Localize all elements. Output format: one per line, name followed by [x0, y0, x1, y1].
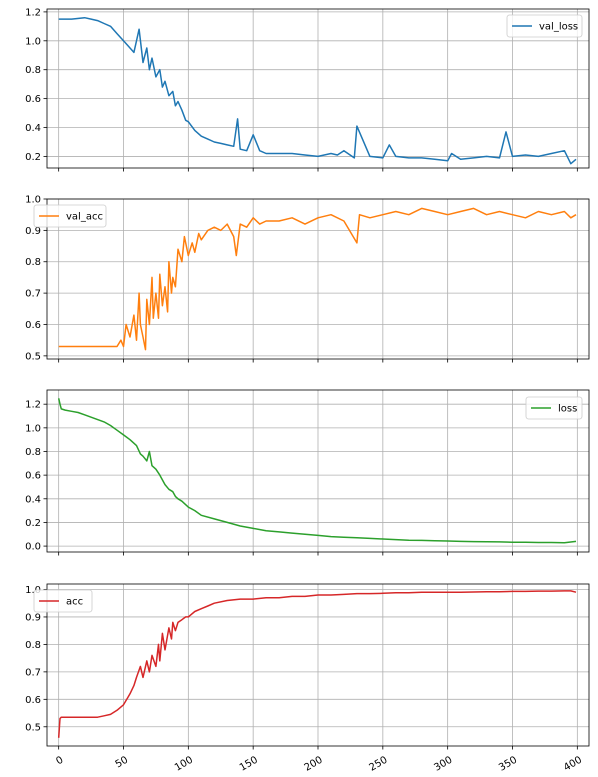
series-line-val_loss	[58, 16, 577, 165]
y-tick-label: 0.8	[25, 257, 41, 268]
legend-box	[525, 396, 583, 420]
y-tick-label: 0.2	[25, 152, 41, 163]
y-tick-label: 0.0	[25, 542, 41, 553]
legend-box	[506, 14, 583, 38]
y-tick-label: 0.4	[25, 494, 41, 505]
axes-frame	[46, 8, 590, 169]
y-tick-label: 0.7	[25, 667, 41, 678]
subplot-val_loss: 0.2 0.4 0.6 0.8 1.0 1.2 val_loss	[25, 7, 590, 172]
y-tick-label: 0.8	[25, 65, 41, 76]
x-tick-label: 0	[54, 755, 65, 768]
x-tick-label: 300	[432, 755, 454, 774]
x-tick-label: 200	[303, 755, 325, 774]
y-tick-label: 0.6	[25, 471, 41, 482]
x-tick-label: 50	[114, 755, 131, 771]
subplot-loss: 0.0 0.2 0.4 0.6 0.8 1.0 1.2 loss	[25, 389, 590, 556]
series-line-loss	[57, 398, 577, 544]
y-tick-label: 0.6	[25, 320, 41, 331]
y-tick-label: 0.6	[25, 94, 41, 105]
y-tick-label: 1.0	[25, 195, 41, 206]
y-tick-label: 0.8	[25, 447, 41, 458]
axes-frame	[46, 198, 590, 360]
y-tick-label: 0.9	[25, 612, 41, 623]
axes-frame	[46, 583, 590, 747]
y-tick-label: 0.6	[25, 695, 41, 706]
series-line-val_acc	[58, 207, 577, 351]
x-tick-label: 250	[368, 755, 390, 774]
x-tick-label: 350	[497, 755, 519, 774]
legend-box	[33, 589, 93, 613]
legend-label: val_loss	[539, 22, 578, 33]
y-tick-label: 1.0	[25, 585, 41, 596]
legend-label: acc	[66, 597, 83, 608]
y-tick-label: 0.8	[25, 640, 41, 651]
y-tick-label: 1.0	[25, 423, 41, 434]
y-tick-label: 0.5	[25, 351, 41, 362]
subplot-acc: 0 50 100 150 200 250 300 350 400 0.5 0.6 0.7 0.8 0.9 1…	[25, 583, 590, 774]
x-tick-label: 100	[173, 755, 195, 774]
y-tick-label: 0.4	[25, 123, 41, 134]
series-line-acc	[57, 590, 577, 738]
y-tick-label: 1.2	[25, 7, 41, 18]
legend-label: val_acc	[66, 212, 103, 223]
y-tick-label: 0.2	[25, 518, 41, 529]
subplot-val_acc: 0.5 0.6 0.7 0.8 0.9 1.0 val_acc	[25, 195, 590, 363]
axes-frame	[46, 389, 590, 553]
y-tick-label: 0.7	[25, 289, 41, 300]
y-tick-label: 1.2	[25, 400, 41, 411]
x-tick-label: 400	[562, 755, 584, 774]
legend-label: loss	[558, 404, 577, 415]
y-tick-label: 0.5	[25, 722, 41, 733]
x-tick-label: 150	[238, 755, 260, 774]
y-tick-label: 0.9	[25, 226, 41, 237]
y-tick-label: 1.0	[25, 36, 41, 47]
legend-box	[33, 204, 107, 228]
